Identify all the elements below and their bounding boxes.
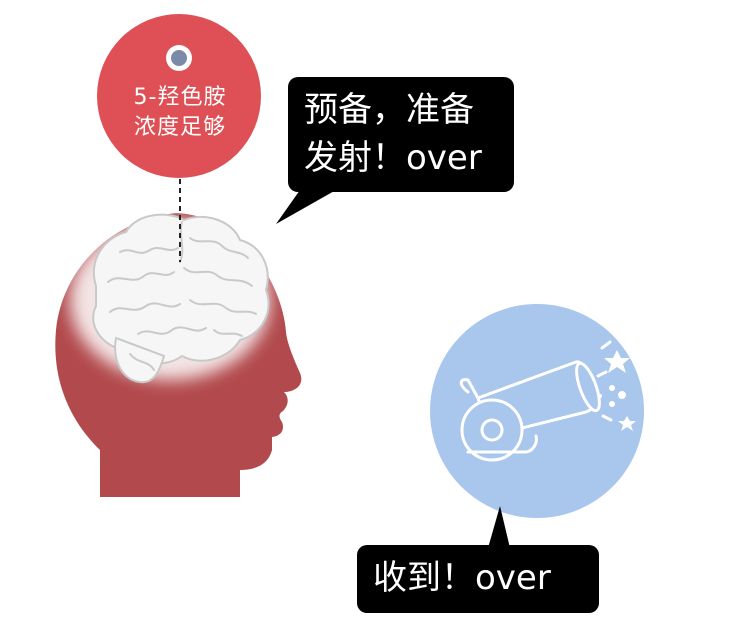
speech-bubble-bottom: 收到！over <box>357 545 599 613</box>
speech-top-line2: 发射！over <box>304 138 482 178</box>
speech-bottom-text: 收到！over <box>373 558 551 598</box>
pin-dot-center <box>171 50 187 66</box>
serotonin-label-line1: 5-羟色胺 <box>133 85 227 110</box>
brain-icon <box>92 213 270 384</box>
serotonin-label: 5-羟色胺 浓度足够 <box>100 83 260 143</box>
speech-bubble-top: 预备，准备 发射！over <box>288 77 514 192</box>
bubble-bottom-tail <box>488 506 510 548</box>
speech-top-line1: 预备，准备 <box>304 90 474 130</box>
cannon-icon <box>459 360 601 462</box>
serotonin-label-line2: 浓度足够 <box>133 115 226 140</box>
red-circle-badge <box>97 14 261 178</box>
bubble-top-tail <box>276 190 336 224</box>
sparkle-icons <box>596 340 636 431</box>
